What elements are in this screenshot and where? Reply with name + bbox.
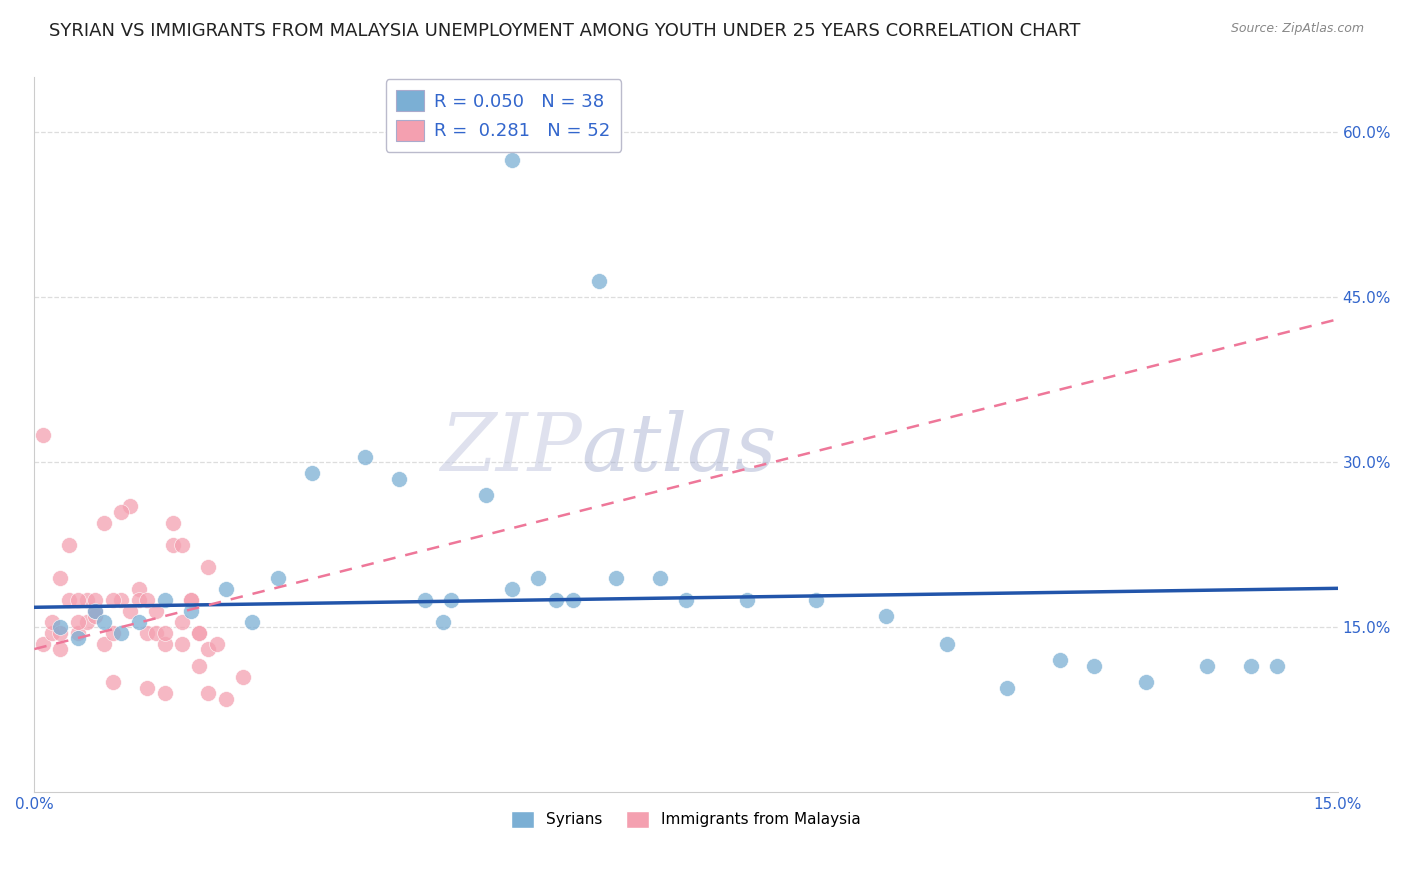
Point [153,625,176,640]
Point [84,604,107,618]
Point [301,466,323,480]
Point [84,609,107,624]
Point [475,488,498,502]
Text: ZIP: ZIP [440,410,582,488]
Point [527,571,550,585]
Point [735,592,758,607]
Point [41,625,63,640]
Point [648,571,671,585]
Point [188,625,211,640]
Point [49,642,72,657]
Point [1197,658,1219,673]
Point [93,615,115,629]
Point [136,592,159,607]
Point [136,625,159,640]
Point [997,681,1019,695]
Point [197,686,219,700]
Point [32,427,55,442]
Point [353,450,375,464]
Point [266,571,288,585]
Point [432,615,454,629]
Point [58,538,80,552]
Point [214,691,236,706]
Point [110,625,132,640]
Point [66,625,89,640]
Point [935,636,957,650]
Point [128,592,150,607]
Point [172,615,194,629]
Point [1240,658,1263,673]
Point [197,642,219,657]
Point [240,615,263,629]
Point [440,592,463,607]
Point [172,636,194,650]
Point [232,669,254,683]
Point [501,153,523,167]
Point [49,571,72,585]
Point [101,675,124,690]
Point [128,615,150,629]
Point [101,592,124,607]
Point [66,631,89,645]
Point [41,615,63,629]
Point [605,571,627,585]
Point [145,604,167,618]
Point [32,636,55,650]
Point [93,516,115,530]
Point [415,592,437,607]
Point [118,499,141,513]
Point [84,604,107,618]
Point [58,592,80,607]
Point [875,609,897,624]
Point [153,592,176,607]
Text: Source: ZipAtlas.com: Source: ZipAtlas.com [1230,22,1364,36]
Point [153,636,176,650]
Point [118,604,141,618]
Point [1083,658,1105,673]
Point [66,615,89,629]
Point [66,592,89,607]
Point [110,505,132,519]
Point [84,592,107,607]
Point [1049,653,1071,667]
Point [214,582,236,596]
Point [76,615,98,629]
Point [136,681,159,695]
Text: atlas: atlas [582,410,778,488]
Point [197,559,219,574]
Point [180,604,202,618]
Point [93,636,115,650]
Point [162,538,184,552]
Legend: Syrians, Immigrants from Malaysia: Syrians, Immigrants from Malaysia [505,805,866,834]
Point [76,592,98,607]
Point [188,658,211,673]
Point [180,592,202,607]
Point [49,620,72,634]
Point [153,686,176,700]
Point [562,592,585,607]
Point [388,472,411,486]
Point [49,625,72,640]
Text: SYRIAN VS IMMIGRANTS FROM MALAYSIA UNEMPLOYMENT AMONG YOUTH UNDER 25 YEARS CORRE: SYRIAN VS IMMIGRANTS FROM MALAYSIA UNEMP… [49,22,1081,40]
Point [110,592,132,607]
Point [172,538,194,552]
Point [188,625,211,640]
Point [1265,658,1288,673]
Point [806,592,828,607]
Point [1135,675,1157,690]
Point [180,592,202,607]
Point [162,516,184,530]
Point [101,625,124,640]
Point [205,636,228,650]
Point [675,592,697,607]
Point [145,625,167,640]
Point [128,582,150,596]
Point [588,274,610,288]
Point [544,592,567,607]
Point [501,582,523,596]
